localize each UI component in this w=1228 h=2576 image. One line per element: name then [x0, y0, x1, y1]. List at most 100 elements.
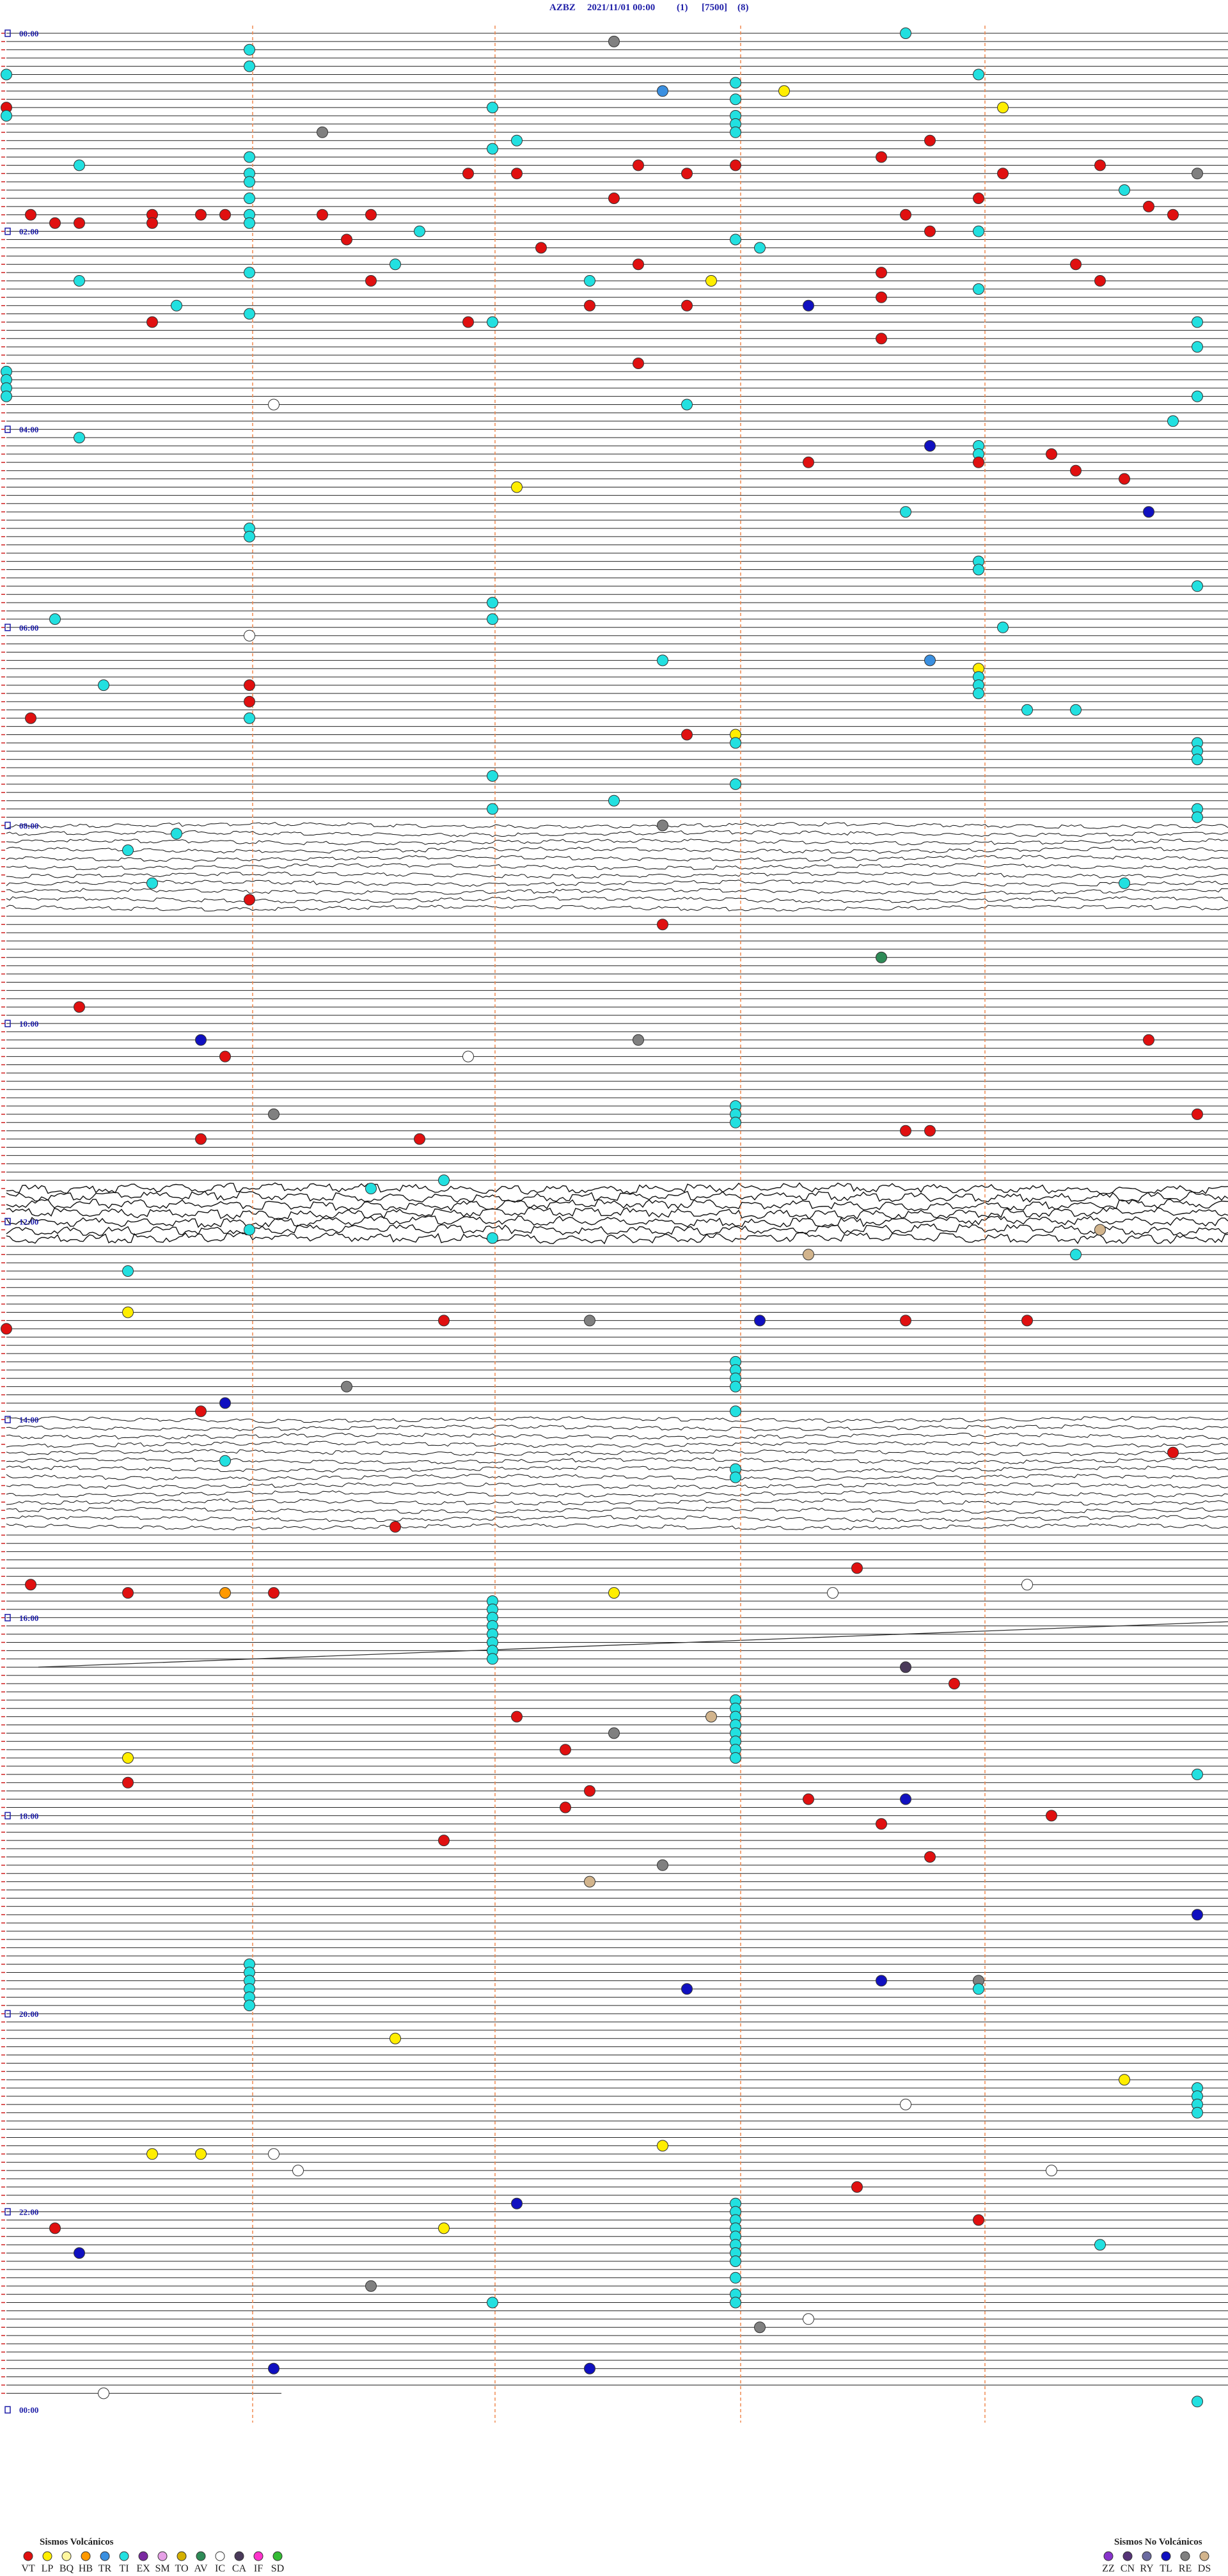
legend-swatch: [1161, 2551, 1171, 2561]
event: [1119, 473, 1130, 485]
hour-bracket: [4, 1217, 11, 1226]
event: [730, 1116, 741, 1128]
event: [1021, 704, 1033, 716]
event: [681, 168, 693, 180]
hour-label: 16:00: [19, 1613, 38, 1623]
event: [730, 1405, 741, 1418]
event: [900, 28, 911, 39]
event: [924, 440, 936, 452]
event: [244, 2000, 255, 2012]
event: [657, 2140, 668, 2152]
event: [195, 1405, 207, 1418]
trace: [6, 1207, 1228, 1220]
legend-code: SD: [271, 2563, 284, 2574]
event: [244, 695, 255, 707]
legend-code: RY: [1140, 2563, 1154, 2574]
event: [973, 456, 984, 468]
event: [74, 432, 85, 444]
legend-title: Sismos No Volcánicos: [1114, 2537, 1202, 2547]
event: [900, 209, 911, 221]
event: [973, 688, 984, 699]
hour-label: 20:00: [19, 2009, 38, 2019]
event: [608, 35, 620, 47]
event: [1192, 168, 1203, 180]
event: [317, 126, 328, 138]
event: [827, 1587, 838, 1599]
event: [608, 794, 620, 807]
event: [876, 1975, 887, 1987]
hour-bracket: [4, 2010, 11, 2018]
legend-swatch: [81, 2551, 91, 2561]
trace: [6, 838, 1228, 846]
event: [1192, 811, 1203, 823]
legend-title: Sismos Volcánicos: [40, 2537, 114, 2547]
legend-swatch: [272, 2551, 283, 2561]
event: [122, 1776, 134, 1789]
event: [74, 1001, 85, 1013]
event: [997, 621, 1009, 633]
event: [74, 275, 85, 287]
event: [876, 333, 887, 345]
event: [1119, 877, 1130, 889]
event: [1070, 1249, 1082, 1261]
event: [1167, 1446, 1179, 1458]
event: [803, 1793, 814, 1805]
event: [560, 1801, 571, 1813]
event: [146, 877, 158, 889]
event: [973, 225, 984, 237]
event: [487, 1653, 498, 1665]
trace: [6, 1506, 1228, 1514]
event: [244, 308, 255, 320]
legend-code: EX: [136, 2563, 150, 2574]
event: [390, 1521, 401, 1533]
legend-swatch: [1142, 2551, 1152, 2561]
event: [49, 613, 61, 625]
event: [730, 1471, 741, 1483]
event: [1, 1323, 12, 1335]
event: [1, 110, 12, 122]
event: [1046, 2165, 1057, 2177]
event: [730, 2256, 741, 2267]
event: [754, 242, 766, 254]
event: [487, 316, 498, 328]
event: [1192, 754, 1203, 766]
legend-swatch: [1180, 2551, 1190, 2561]
legend-code: TO: [175, 2563, 188, 2574]
event: [487, 770, 498, 782]
event: [244, 712, 255, 724]
event: [730, 233, 741, 246]
event: [74, 2247, 85, 2259]
event: [705, 1711, 717, 1723]
event: [244, 217, 255, 229]
event: [365, 209, 377, 221]
event: [1143, 1034, 1154, 1046]
event: [487, 597, 498, 609]
minute-lines: [252, 26, 986, 2423]
hour-bracket: [4, 624, 11, 631]
legend-swatch: [23, 2551, 33, 2561]
event: [1021, 1315, 1033, 1327]
event: [462, 316, 474, 328]
event: [681, 299, 693, 312]
event: [681, 1983, 693, 1995]
hour-bracket: [4, 1614, 11, 1622]
event: [1070, 704, 1082, 716]
event: [560, 1744, 571, 1756]
event: [584, 275, 595, 287]
event: [341, 233, 352, 246]
hour-label: 22:00: [19, 2208, 38, 2217]
event: [244, 629, 255, 642]
trace: [6, 1199, 1228, 1212]
event: [730, 2296, 741, 2309]
event: [1192, 1768, 1203, 1780]
event: [973, 1983, 984, 1995]
hour-label: 10:00: [19, 1019, 38, 1029]
event: [195, 2148, 207, 2160]
event: [487, 102, 498, 114]
event: [146, 217, 158, 229]
hour-bracket: [4, 227, 11, 235]
event: [292, 2165, 304, 2177]
event: [1192, 390, 1203, 402]
legend-swatch: [42, 2551, 52, 2561]
